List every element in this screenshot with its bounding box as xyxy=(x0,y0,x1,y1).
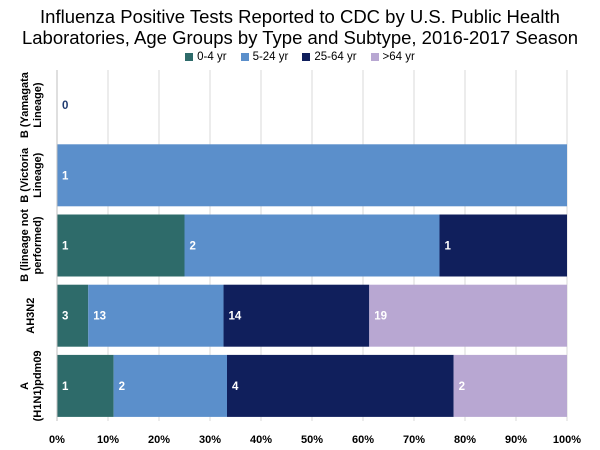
y-category-label-line-1: A xyxy=(19,382,31,390)
x-tick-label: 60% xyxy=(352,434,374,446)
y-category-label-line-2: Lineage) xyxy=(32,82,44,128)
data-label: 13 xyxy=(93,311,106,323)
x-tick-label: 30% xyxy=(199,434,221,446)
legend-swatch-over-64 xyxy=(370,53,379,61)
y-category-label-line-1: B (Yamagata xyxy=(19,71,31,138)
y-category-label: B (VictoriaLineage) xyxy=(19,147,44,203)
chart-title-line-1: Influenza Positive Tests Reported to CDC… xyxy=(40,6,560,27)
legend-label-25-64: 25-64 yr xyxy=(314,51,357,63)
x-tick-label: 100% xyxy=(553,434,581,446)
x-tick-label: 50% xyxy=(301,434,323,446)
data-label: 1 xyxy=(62,381,69,393)
y-category-label-line-2: (H1N1)pdm09 xyxy=(32,350,44,421)
y-category-label-text: B (VictoriaLineage) xyxy=(19,147,44,203)
chart-title-line-2: Laboratories, Age Groups by Type and Sub… xyxy=(21,27,579,48)
x-tick-label: 10% xyxy=(97,434,119,446)
data-label: 1 xyxy=(445,241,452,253)
data-label: 3 xyxy=(62,311,68,323)
x-tick-label: 70% xyxy=(403,434,425,446)
x-tick-label: 0% xyxy=(49,434,65,446)
y-category-label-text: A(H1N1)pdm09 xyxy=(19,350,44,421)
legend-item-0-4: 0-4 yr xyxy=(185,51,227,63)
bar-segment xyxy=(227,354,454,417)
bar-segment xyxy=(439,214,567,277)
legend-swatch-5-24 xyxy=(240,53,249,61)
data-label: 14 xyxy=(229,311,242,323)
data-label: 1 xyxy=(62,241,69,253)
legend-swatch-25-64 xyxy=(302,53,311,61)
data-label: 2 xyxy=(459,381,465,393)
bar-segment xyxy=(57,284,89,347)
bar-segment xyxy=(88,284,224,347)
data-label: 19 xyxy=(374,311,387,323)
bar-segment xyxy=(223,284,370,347)
x-tick-label: 40% xyxy=(250,434,272,446)
bar-segment xyxy=(113,354,227,417)
legend-label-over-64: >64 yr xyxy=(382,51,415,63)
x-tick-label: 20% xyxy=(148,434,170,446)
y-category-label: A(H1N1)pdm09 xyxy=(19,350,44,421)
y-category-label-line-2: Lineage) xyxy=(32,152,44,198)
bar-segment xyxy=(57,214,185,277)
data-label: 0 xyxy=(62,100,68,112)
x-tick-label: 80% xyxy=(454,434,476,446)
y-category-label-line-1: B (lineage not xyxy=(19,209,31,282)
y-category-label-text: AH3N2 xyxy=(25,298,37,334)
data-label: 4 xyxy=(232,381,239,393)
legend-item-25-64: 25-64 yr xyxy=(302,51,357,63)
y-category-label-line-1: B (Victoria xyxy=(19,147,31,203)
legend-swatch-0-4 xyxy=(185,53,194,61)
data-label: 2 xyxy=(119,381,125,393)
y-category-label: B (lineage notperformed) xyxy=(19,209,44,282)
bar-segment xyxy=(57,354,114,417)
y-category-label: AH3N2 xyxy=(25,298,37,334)
legend: 0-4 yr 5-24 yr 25-64 yr >64 yr xyxy=(0,51,600,63)
bar-segment xyxy=(184,214,440,277)
legend-item-5-24: 5-24 yr xyxy=(240,51,289,63)
bar-segment xyxy=(453,354,567,417)
bar-segment xyxy=(57,144,567,207)
legend-item-over-64: >64 yr xyxy=(370,51,415,63)
y-category-label-text: B (YamagataLineage) xyxy=(19,71,44,138)
y-category-label-text: B (lineage notperformed) xyxy=(19,209,44,282)
bar-segment xyxy=(369,284,567,347)
legend-label-0-4: 0-4 yr xyxy=(197,51,227,63)
data-label: 1 xyxy=(62,170,69,182)
legend-label-5-24: 5-24 yr xyxy=(252,51,289,63)
chart-title: Influenza Positive Tests Reported to CDC… xyxy=(0,6,600,48)
data-label: 2 xyxy=(190,241,196,253)
y-category-label-line-2: performed) xyxy=(32,216,44,274)
x-tick-label: 90% xyxy=(505,434,527,446)
y-category-label: B (YamagataLineage) xyxy=(19,71,44,138)
